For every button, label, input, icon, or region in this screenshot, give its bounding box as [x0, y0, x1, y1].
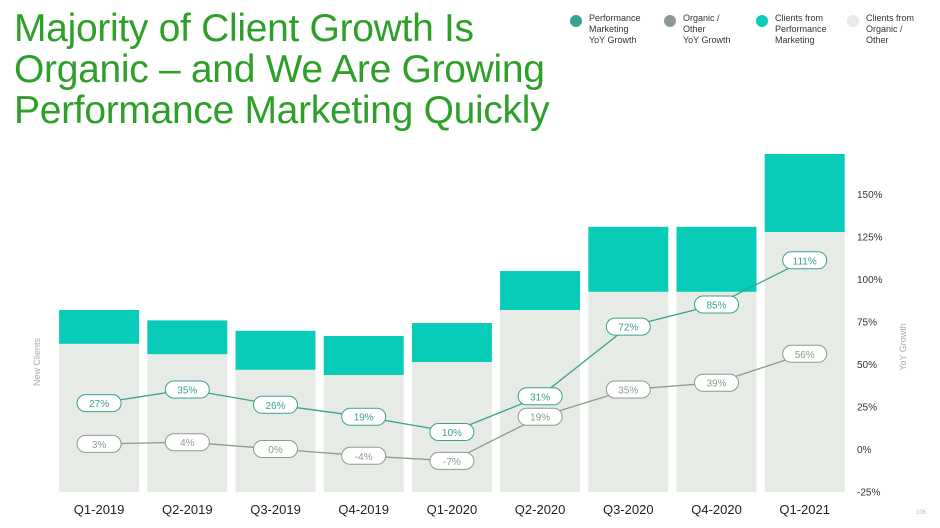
x-tick-q3-2020: Q3-2020: [603, 502, 654, 517]
data-label-performance-yoy-q2-2019: 35%: [177, 386, 197, 397]
bar-performance-q3-2019: [235, 330, 316, 370]
y2-tick-0: 0%: [857, 445, 872, 456]
bar-performance-q4-2019: [323, 336, 404, 375]
legend-label-clients-performance: Clients from Performance Marketing: [775, 13, 827, 45]
x-tick-q4-2020: Q4-2020: [691, 502, 742, 517]
marker-organic-yoy-q3-2019: [253, 440, 298, 458]
data-label-performance-yoy-q3-2020: 72%: [618, 323, 638, 334]
data-label-performance-yoy-q2-2020: 31%: [530, 392, 550, 403]
marker-organic-yoy-q4-2019: [341, 446, 387, 465]
y2-tick-50: 50%: [857, 360, 877, 371]
legend-swatch-clients-organic: [847, 15, 859, 27]
x-tick-q2-2020: Q2-2020: [515, 502, 566, 517]
chart-legend: Performance Marketing YoY Growth Organic…: [570, 13, 935, 53]
bar-performance-q1-2019: [59, 310, 140, 344]
data-label-performance-yoy-q1-2019: 27%: [89, 399, 109, 410]
y2-tick-neg25: -25%: [857, 488, 880, 499]
marker-performance-yoy-q3-2020: [605, 317, 651, 336]
y-axis-title: New Clients: [32, 337, 42, 386]
bar-performance-q3-2020: [588, 226, 669, 292]
legend-item-clients-performance: Clients from Performance Marketing: [756, 13, 840, 46]
y2-tick-125: 125%: [857, 233, 883, 244]
legend-swatch-organic-yoy: [664, 15, 676, 27]
data-label-performance-yoy-q3-2019: 26%: [265, 401, 285, 412]
marker-organic-yoy-q1-2019: [76, 434, 122, 453]
data-label-performance-yoy-q4-2019: 19%: [354, 413, 374, 424]
data-label-performance-yoy-q1-2021: 111%: [793, 256, 817, 267]
bar-organic-q4-2019: [323, 375, 404, 492]
data-label-organic-yoy-q1-2019: 3%: [92, 440, 107, 451]
y2-tick-75: 75%: [857, 318, 877, 329]
data-label-performance-yoy-q1-2020: 10%: [442, 428, 462, 439]
y2-tick-25: 25%: [857, 403, 877, 414]
x-tick-q1-2020: Q1-2020: [427, 502, 478, 517]
data-label-organic-yoy-q3-2019: 0%: [268, 445, 283, 456]
marker-performance-yoy-q4-2020: [694, 295, 739, 314]
x-tick-q3-2019: Q3-2019: [250, 502, 301, 517]
data-label-performance-yoy-q4-2020: 85%: [706, 301, 726, 312]
data-label-organic-yoy-q3-2020: 35%: [618, 386, 638, 397]
legend-label-organic-yoy: Organic / Other YoY Growth: [683, 13, 731, 45]
marker-organic-yoy-q2-2019: [164, 433, 210, 452]
data-label-organic-yoy-q2-2019: 4%: [180, 438, 195, 449]
x-tick-q1-2019: Q1-2019: [74, 502, 125, 517]
bar-organic-q2-2019: [147, 354, 228, 492]
marker-organic-yoy-q2-2020: [517, 407, 563, 426]
marker-performance-yoy-q1-2019: [76, 394, 122, 413]
legend-item-organic-yoy: Organic / Other YoY Growth: [664, 13, 748, 46]
data-label-organic-yoy-q1-2020: -7%: [443, 457, 461, 468]
legend-label-performance-yoy: Performance Marketing YoY Growth: [589, 13, 641, 45]
marker-performance-yoy-q1-2020: [429, 423, 475, 441]
marker-performance-yoy-q1-2021: [782, 251, 828, 270]
data-label-organic-yoy-q2-2020: 19%: [530, 413, 550, 424]
marker-performance-yoy-q2-2020: [517, 387, 563, 406]
bar-organic-q1-2019: [59, 343, 140, 492]
data-label-organic-yoy-q4-2020: 39%: [706, 379, 726, 390]
x-tick-q4-2019: Q4-2019: [338, 502, 389, 517]
legend-item-clients-organic: Clients from Organic / Other: [847, 13, 931, 46]
legend-swatch-performance-yoy: [570, 15, 582, 27]
bar-performance-q4-2020: [676, 226, 757, 292]
bar-performance-q1-2021: [764, 154, 845, 232]
page-number: 106: [915, 510, 926, 516]
marker-performance-yoy-q2-2019: [164, 380, 210, 399]
y2-tick-100: 100%: [857, 275, 883, 286]
x-tick-q2-2019: Q2-2019: [162, 502, 213, 517]
legend-swatch-clients-performance: [756, 15, 768, 27]
bar-organic-q3-2019: [235, 369, 316, 492]
y2-tick-150: 150%: [857, 190, 883, 201]
bar-organic-q4-2020: [676, 291, 757, 492]
legend-label-clients-organic: Clients from Organic / Other: [866, 13, 915, 45]
data-label-organic-yoy-q1-2021: 56%: [795, 350, 815, 361]
marker-organic-yoy-q1-2021: [782, 344, 828, 363]
x-tick-q1-2021: Q1-2021: [779, 502, 830, 517]
data-label-organic-yoy-q4-2019: -4%: [355, 452, 373, 463]
marker-organic-yoy-q4-2020: [694, 373, 739, 392]
bar-performance-q1-2020: [411, 323, 492, 362]
marker-performance-yoy-q4-2019: [341, 407, 387, 426]
page-title: Majority of Client Growth Is Organic – a…: [14, 7, 550, 132]
y2-axis-title: YoY Growth: [898, 323, 908, 371]
bar-performance-q2-2020: [500, 271, 581, 310]
marker-performance-yoy-q3-2019: [253, 395, 298, 414]
bar-performance-q2-2019: [147, 320, 228, 355]
marker-organic-yoy-q3-2020: [605, 380, 651, 399]
legend-item-performance-yoy: Performance Marketing YoY Growth: [570, 13, 654, 46]
marker-organic-yoy-q1-2020: [429, 451, 475, 470]
